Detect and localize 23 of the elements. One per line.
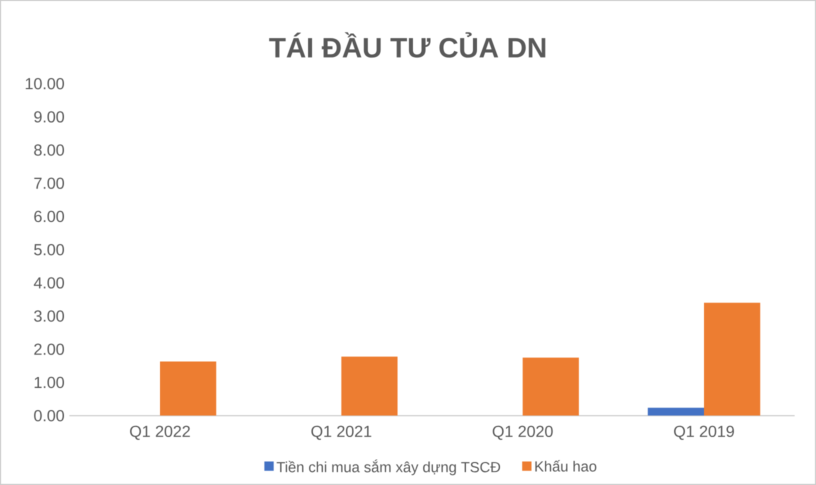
y-tick-label: 2.00 [34, 344, 64, 355]
y-tick-label: 9.00 [34, 111, 64, 123]
y-tick-label: 5.00 [34, 244, 64, 256]
bar [648, 408, 704, 416]
y-tick-label: 3.00 [34, 310, 64, 322]
y-tick-label: 10.00 [26, 78, 64, 90]
legend-label: Khấu hao [535, 460, 596, 472]
y-tick-label: 7.00 [34, 178, 64, 189]
x-tick-label: Q1 2020 [492, 426, 553, 440]
y-tick-label: 1.00 [34, 376, 64, 388]
bar [704, 302, 760, 416]
y-tick-label: 0.00 [34, 410, 64, 422]
y-tick-label: 4.00 [34, 277, 64, 289]
x-tick-label: Q1 2019 [674, 426, 734, 440]
legend-label: Tiền chi mua sắm xây dựng TSCĐ [276, 459, 500, 476]
bar [341, 356, 398, 416]
chart-title: TÁI ĐẦU TƯ CỦA DN [269, 32, 546, 58]
y-tick-label: 8.00 [34, 144, 64, 156]
x-tick-label: Q1 2021 [311, 426, 372, 440]
bar [522, 358, 579, 416]
bar [160, 362, 216, 416]
y-tick-label: 6.00 [34, 210, 64, 222]
x-tick-label: Q1 2022 [130, 426, 190, 440]
